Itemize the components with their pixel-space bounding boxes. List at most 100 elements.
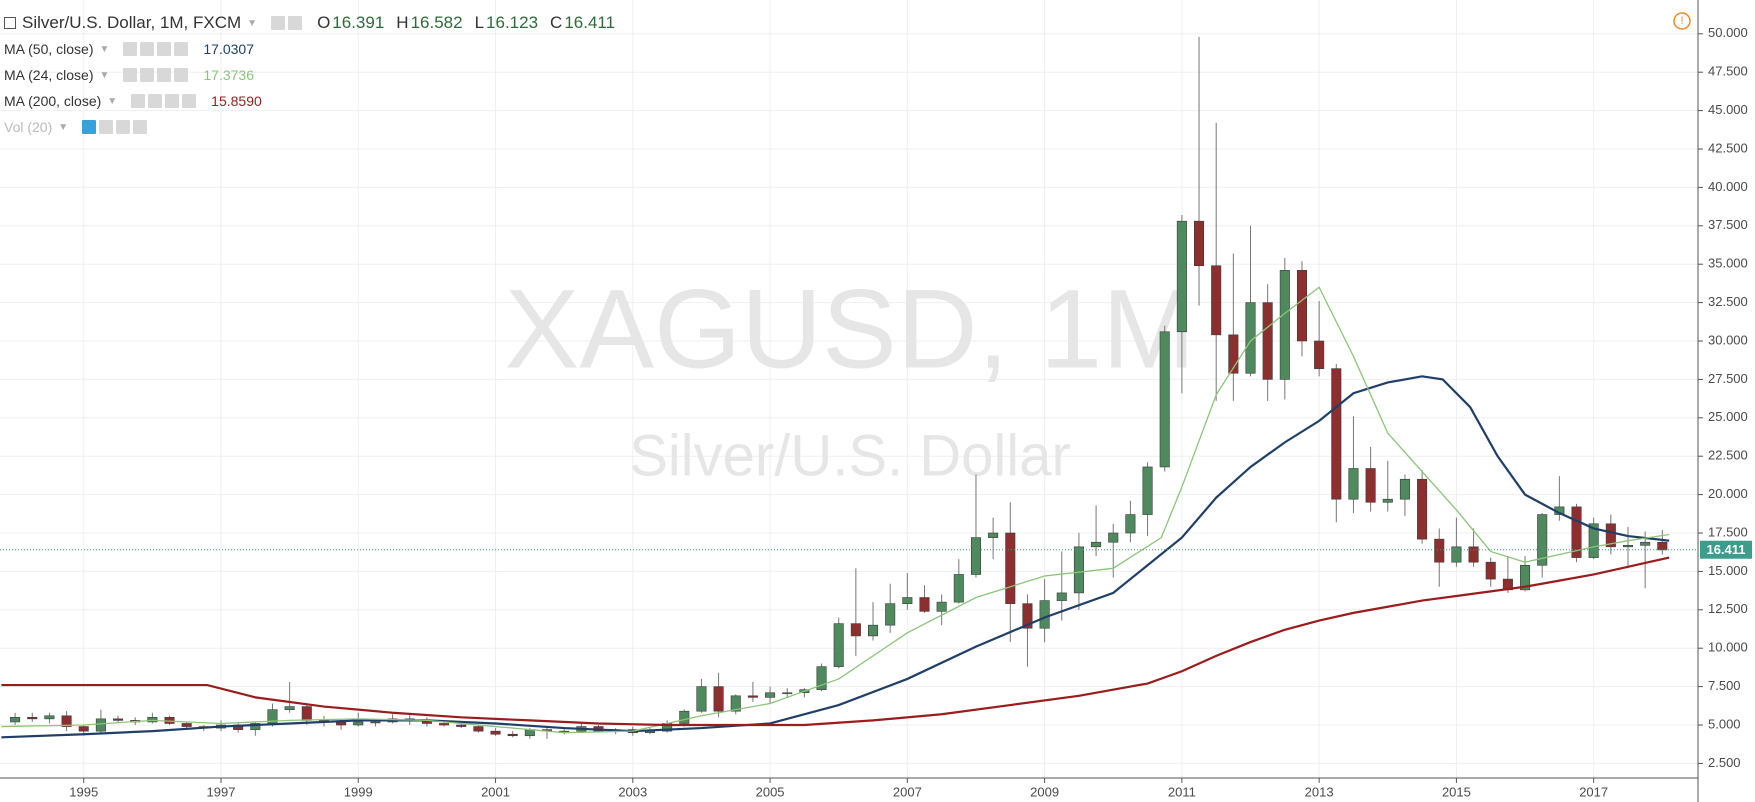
candle-body: [816, 666, 827, 690]
candle-body: [1520, 564, 1531, 591]
add-icon[interactable]: [116, 120, 131, 134]
dropdown[interactable]: ▼: [107, 95, 118, 107]
remove-icon[interactable]: [133, 120, 148, 134]
candle-body: [1485, 561, 1496, 580]
y-tick-label: 25.000: [1708, 409, 1748, 424]
candle-body: [10, 717, 21, 723]
candle-body: [747, 695, 758, 698]
candle-body: [61, 715, 72, 727]
candle-body: [885, 603, 896, 626]
alert-icon[interactable]: [1673, 12, 1691, 30]
candle-body: [902, 597, 913, 604]
candle-body: [27, 717, 38, 720]
y-tick-label: 2.500: [1708, 755, 1741, 770]
ohlc-label: H: [396, 13, 409, 32]
settings-icon[interactable]: [140, 42, 155, 56]
y-tick-label: 32.500: [1708, 294, 1748, 309]
candle-body: [1159, 331, 1170, 468]
remove-icon[interactable]: [174, 68, 189, 82]
candle-body: [1588, 523, 1599, 558]
candle-body: [1468, 546, 1479, 563]
ohlc-label: C: [550, 13, 563, 32]
candle-body: [988, 532, 999, 538]
ohlc-value: 16.123: [486, 13, 539, 32]
settings-icon[interactable]: [99, 120, 114, 134]
y-tick-label: 47.500: [1708, 64, 1748, 79]
candle-body: [1108, 532, 1119, 543]
candle-body: [1657, 541, 1668, 551]
watermark-symbol: XAGUSD, 1M: [505, 267, 1196, 392]
candle-body: [1091, 541, 1102, 548]
candle-body: [1365, 468, 1376, 503]
candle-body: [284, 706, 295, 710]
candle-body: [301, 706, 312, 721]
candle-body: [1022, 603, 1033, 629]
x-tick-label: 1995: [69, 784, 98, 799]
candle-body: [1348, 468, 1359, 500]
candle-body: [1417, 478, 1428, 540]
x-tick-label: 2001: [481, 784, 510, 799]
x-tick-label: 2007: [893, 784, 922, 799]
x-tick-label: 2011: [1168, 784, 1196, 799]
remove-icon[interactable]: [182, 94, 197, 108]
y-tick-label: 45.000: [1708, 102, 1748, 117]
moving-average-line: [1, 556, 1670, 727]
y-tick-label: 35.000: [1708, 256, 1748, 271]
last-price-box: [1700, 540, 1752, 559]
dropdown[interactable]: ▼: [99, 69, 110, 81]
candle-body: [147, 717, 158, 723]
indicator-row: MA (50, close) ▼ 17.0307: [4, 36, 615, 62]
add-icon[interactable]: [157, 42, 172, 56]
alert-icon-mark: !: [1680, 15, 1683, 27]
indicator-name: Vol (20): [4, 119, 53, 135]
settings-icon[interactable]: [140, 68, 155, 82]
candle-body: [1605, 523, 1616, 548]
indicator-name: MA (50, close): [4, 41, 94, 57]
add-icon[interactable]: [165, 94, 180, 108]
candle-body: [1005, 532, 1016, 604]
eye-icon[interactable]: [123, 42, 138, 56]
y-tick-label: 17.500: [1708, 524, 1748, 539]
candle-body: [1073, 546, 1084, 594]
candle-body: [44, 715, 55, 720]
candle-body: [456, 724, 467, 727]
candle-body: [1279, 270, 1290, 380]
candle-body: [1194, 220, 1205, 267]
collapse-button[interactable]: [4, 17, 16, 29]
remove-icon[interactable]: [174, 42, 189, 56]
y-tick-label: 27.500: [1708, 371, 1748, 386]
indicator-row: MA (200, close) ▼ 15.8590: [4, 88, 615, 114]
candle-body: [370, 721, 381, 724]
eye-icon[interactable]: [123, 68, 138, 82]
candle-body: [250, 723, 261, 730]
settings-icon[interactable]: [148, 94, 163, 108]
dropdown[interactable]: ▼: [58, 121, 69, 133]
eye-icon[interactable]: [82, 120, 97, 134]
dropdown[interactable]: ▼: [247, 17, 258, 29]
candle-body: [868, 624, 879, 637]
ohlc-value: 16.582: [410, 13, 463, 32]
indicator-row: MA (24, close) ▼ 17.3736: [4, 62, 615, 88]
y-tick-label: 12.500: [1708, 601, 1748, 616]
dropdown[interactable]: ▼: [99, 43, 110, 55]
candle-body: [1142, 466, 1153, 515]
eye-icon[interactable]: [131, 94, 146, 108]
settings-icon[interactable]: [288, 16, 303, 30]
add-icon[interactable]: [157, 68, 172, 82]
candle-body: [1228, 334, 1239, 374]
eye-icon[interactable]: [271, 16, 286, 30]
candle-body: [1331, 368, 1342, 500]
candle-body: [473, 726, 484, 732]
symbol-title: Silver/U.S. Dollar, 1M, FXCM: [22, 13, 242, 32]
x-tick-label: 1999: [344, 784, 373, 799]
indicator-name: MA (200, close): [4, 93, 102, 109]
candle-body: [78, 726, 89, 732]
candle-body: [1399, 478, 1410, 500]
y-tick-label: 10.000: [1708, 640, 1748, 655]
moving-average-line: [1, 286, 1670, 734]
candle-body: [1451, 546, 1462, 563]
candle-body: [953, 574, 964, 603]
indicator-value: 15.8590: [211, 93, 262, 109]
x-tick-label: 1997: [207, 784, 236, 799]
